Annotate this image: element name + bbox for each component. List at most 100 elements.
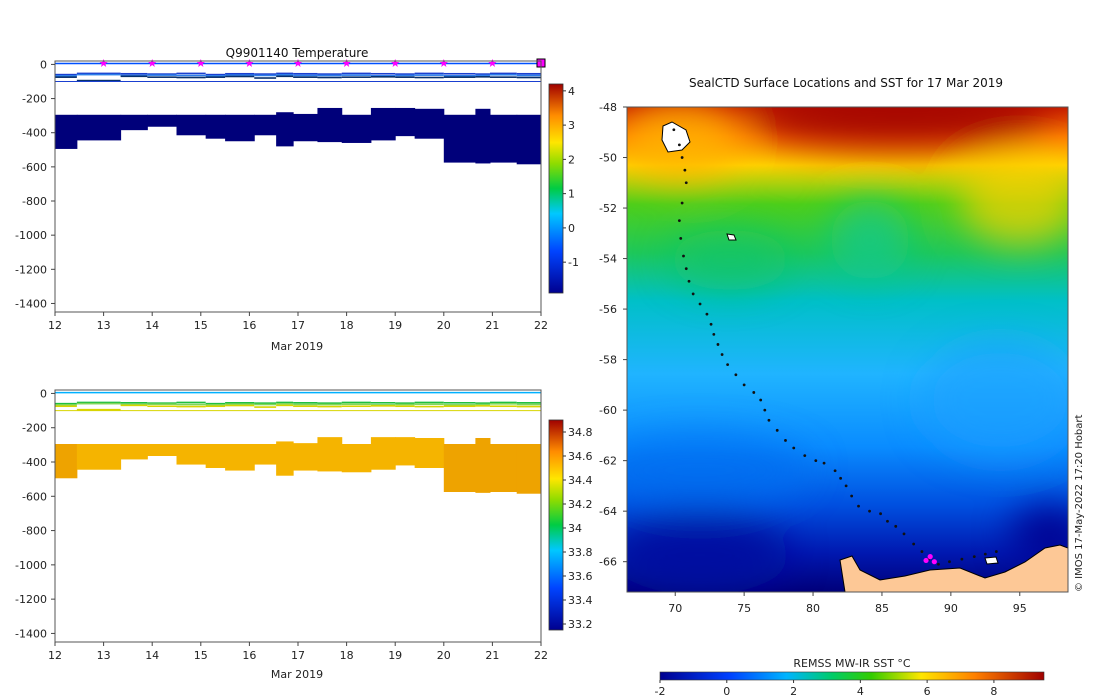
profile-shallow-layer (120, 404, 148, 407)
profile-shallow-layer (55, 405, 77, 408)
sst-colorbar (659, 671, 1045, 681)
x-tick-label: 12 (48, 319, 62, 332)
track-point (844, 484, 848, 488)
antarctic-land (839, 544, 1068, 592)
day-marker-star (148, 59, 157, 67)
profile-shallow-layer (225, 404, 255, 407)
profile-shallow-layer (205, 404, 226, 406)
profile-shallow-layer (475, 405, 490, 407)
x-tick-label: 22 (534, 649, 548, 662)
highlight-point (931, 559, 937, 565)
profile-shallow-layer (395, 74, 415, 77)
profile-shallow-layer (489, 73, 517, 76)
track-point (857, 504, 860, 508)
profile-shallow-layer (414, 405, 444, 408)
colorbar-tick-label: 34 (568, 522, 582, 535)
map-y-tick-label: -56 (599, 303, 617, 316)
salinity-colorbar-ticks: 34.8 34.6 34.4 34.2 34 33.8 33.6 33.4 33.2 (563, 426, 593, 631)
colorbar-tick-label: -1 (568, 256, 579, 269)
track-point (886, 519, 889, 523)
x-tick-label: 21 (485, 649, 499, 662)
colorbar-tick-label: 3 (568, 119, 575, 132)
profile-deep-block (317, 107, 343, 143)
y-tick-label: 0 (40, 387, 47, 400)
profile-shallow-layer (317, 76, 342, 79)
profile-shallow-layer (205, 73, 226, 76)
profile-deep-block (176, 114, 207, 136)
track-point (850, 494, 854, 498)
y-tick-label: -800 (22, 195, 47, 208)
track-point (920, 550, 924, 553)
track-point (698, 302, 702, 306)
track-point (937, 562, 940, 566)
map-x-tick-label: 80 (806, 602, 820, 615)
x-tick-label: 19 (388, 649, 402, 662)
profile-deep-block (489, 114, 518, 163)
highlight-point (927, 554, 933, 560)
profile-shallow-layer (489, 72, 517, 75)
colorbar-tick-label: 33.4 (568, 594, 593, 607)
track-point (691, 292, 695, 296)
profile-deep-block (254, 444, 277, 465)
profile-deep-block (443, 444, 476, 492)
profile-shallow-layer (489, 401, 517, 404)
imos-credit: © IMOS 17-May-2022 17:20 Hobart (1074, 415, 1085, 592)
profile-shallow-layer (55, 73, 77, 76)
profile-shallow-layer (443, 75, 476, 77)
track-point (679, 236, 683, 240)
track-point (792, 446, 796, 450)
day-marker-star (342, 59, 351, 67)
temperature-section-panel: Q9901140 Temperature 12 13 14 15 16 17 18 19 20 2… (15, 46, 579, 353)
profile-shallow-layer (370, 405, 396, 407)
profile-shallow-layer (55, 76, 77, 78)
sst-colorbar-tick-label: 6 (924, 685, 931, 698)
map-y-tick-label: -60 (599, 404, 617, 417)
track-point (833, 469, 837, 473)
profile-shallow-layer (293, 403, 318, 406)
y-tick-label: -1400 (15, 297, 47, 310)
track-point (716, 343, 720, 346)
y-tick-label: -400 (22, 456, 47, 469)
profile-shallow-layer (475, 403, 490, 406)
profile-shallow-layer (414, 401, 444, 404)
profile-shallow-layer (395, 402, 415, 404)
y-tick-label: -1400 (15, 627, 47, 640)
profile-deep-block (516, 114, 542, 165)
track-point (684, 267, 688, 271)
profile-deep-block (414, 108, 445, 139)
colorbar-tick-label: 33.2 (568, 618, 593, 631)
profile-deep-block (76, 114, 122, 141)
temperature-colorbar-ticks: 4 3 2 1 0 -1 (563, 85, 579, 269)
salinity-profiles (55, 391, 542, 494)
track-point (709, 322, 713, 326)
x-tick-label: 13 (97, 319, 111, 332)
profile-deep-block (225, 444, 255, 471)
colorbar-tick-label: 34.8 (568, 426, 593, 439)
profile-deep-block (370, 107, 396, 141)
profile-deep-block (205, 444, 226, 468)
profile-shallow-layer (225, 72, 255, 75)
salinity-xlabel: Mar 2019 (271, 668, 323, 681)
profile-shallow-layer (76, 402, 121, 405)
temperature-plot-frame (54, 60, 542, 313)
profile-shallow-layer (395, 405, 415, 408)
profile-shallow-layer (395, 73, 415, 75)
profile-shallow-layer (276, 72, 294, 75)
x-tick-label: 16 (242, 319, 256, 332)
profile-shallow-layer (395, 403, 415, 406)
track-point (994, 550, 998, 553)
profile-shallow-layer (205, 402, 226, 405)
profile-deep-block (475, 438, 491, 493)
track-point (902, 532, 906, 536)
profile-shallow-layer (489, 76, 517, 78)
profile-deep-block (147, 444, 177, 456)
highlight-point (923, 557, 929, 564)
profile-shallow-layer (225, 402, 255, 404)
y-tick-label: 0 (40, 58, 47, 71)
profile-shallow-layer (176, 405, 206, 408)
day-marker-star (99, 59, 108, 67)
track-point (879, 512, 882, 516)
track-point (726, 363, 730, 367)
profile-shallow-layer (489, 405, 517, 408)
salinity-section-panel: 12 13 14 15 16 17 18 19 20 21 22 0 -200 -400 -600 -800 -… (15, 387, 592, 681)
